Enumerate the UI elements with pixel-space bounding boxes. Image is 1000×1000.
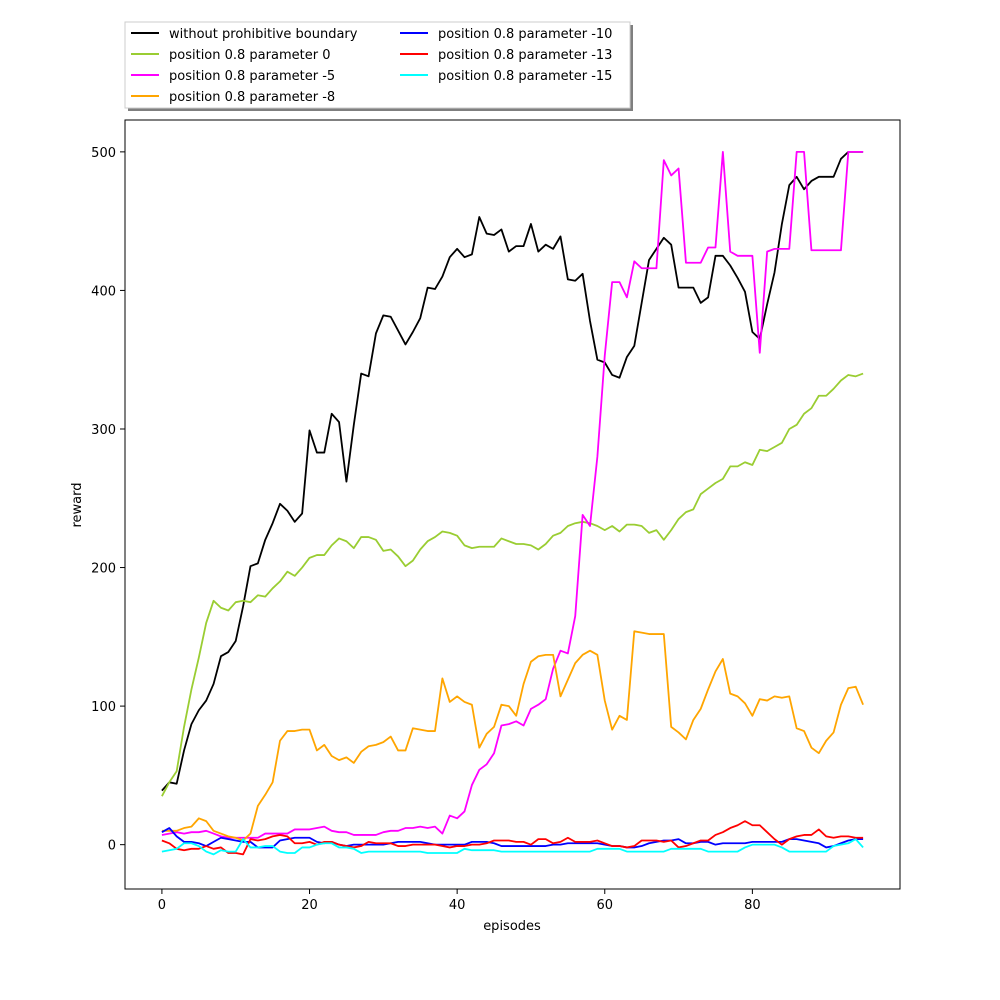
legend-label-0: without prohibitive boundary <box>169 27 358 42</box>
legend-label-4: position 0.8 parameter -10 <box>438 27 612 42</box>
y-axis-label: reward <box>70 482 85 527</box>
legend-box <box>124 21 631 109</box>
series-line-0 <box>161 150 864 792</box>
plot-area-frame <box>124 119 901 890</box>
y-tick-label: 200 <box>91 562 116 577</box>
legend-label-6: position 0.8 parameter -15 <box>438 69 612 84</box>
y-tick-label: 500 <box>91 146 116 161</box>
series-line-5 <box>161 820 864 856</box>
legend-label-2: position 0.8 parameter -5 <box>169 69 335 84</box>
legend-label-1: position 0.8 parameter 0 <box>169 48 330 63</box>
x-tick-label: 40 <box>449 898 466 913</box>
x-tick-label: 80 <box>744 898 761 913</box>
y-tick-label: 0 <box>108 839 116 854</box>
y-tick-label: 300 <box>91 423 116 438</box>
series-line-6 <box>161 838 864 856</box>
x-tick-label: 0 <box>158 898 166 913</box>
legend-label-3: position 0.8 parameter -8 <box>169 90 335 105</box>
series-line-3 <box>161 630 864 842</box>
legend: without prohibitive boundary position 0.8… <box>124 21 633 111</box>
series-line-2 <box>161 150 864 839</box>
plot-lines <box>161 150 864 856</box>
legend-label-5: position 0.8 parameter -13 <box>438 48 612 63</box>
y-tick-label: 400 <box>91 284 116 299</box>
series-line-4 <box>161 827 864 849</box>
x-axis-ticks: 0 20 40 60 80 <box>158 889 761 913</box>
x-tick-label: 20 <box>301 898 318 913</box>
x-axis-label: episodes <box>483 919 541 934</box>
y-axis-ticks: 0 100 200 300 400 500 <box>91 146 125 854</box>
series-line-1 <box>161 372 864 797</box>
y-tick-label: 100 <box>91 700 116 715</box>
x-tick-label: 60 <box>596 898 613 913</box>
